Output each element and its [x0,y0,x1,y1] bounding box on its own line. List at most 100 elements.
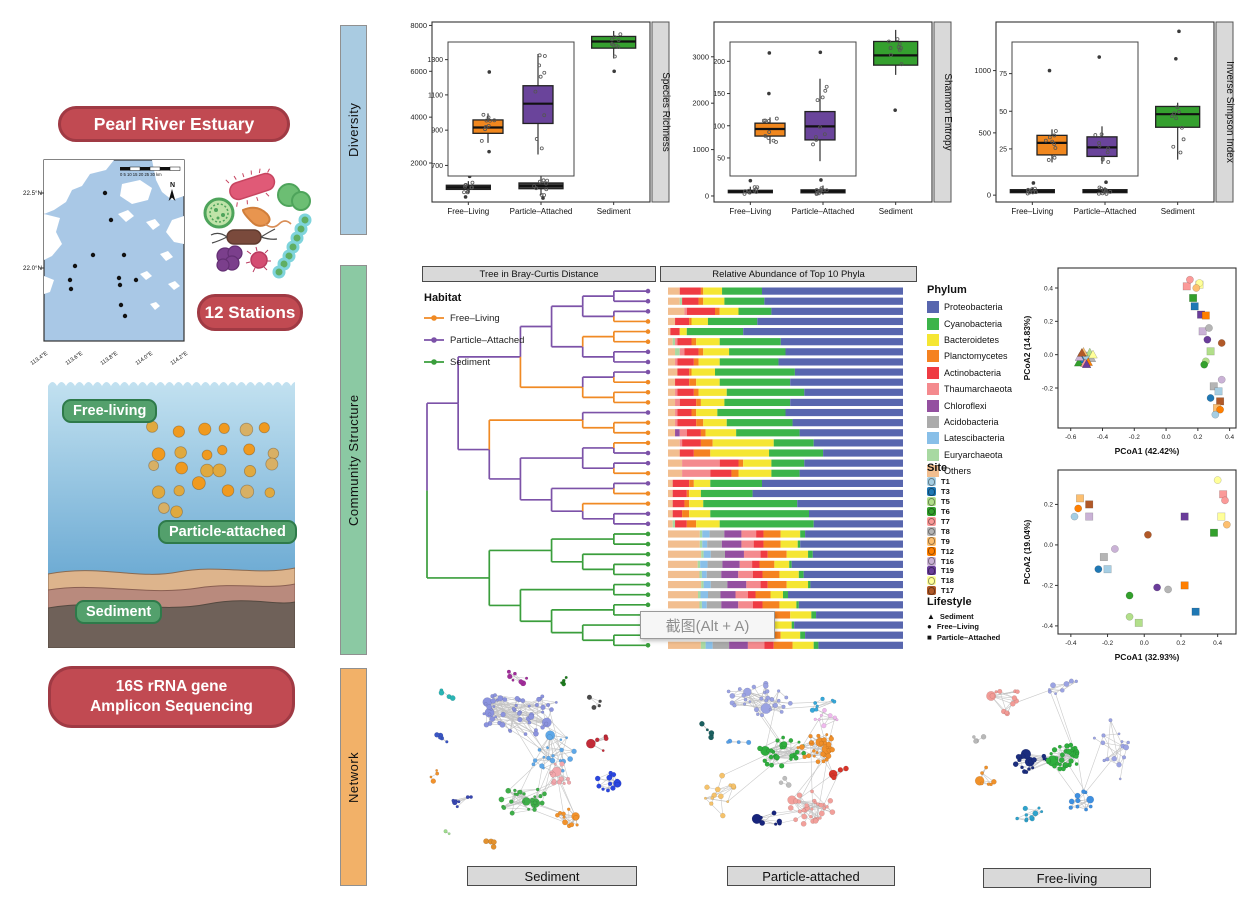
network-particle-attached [699,681,849,827]
svg-text:0.2: 0.2 [1044,502,1053,509]
svg-text:PCoA1 (42.42%): PCoA1 (42.42%) [1115,446,1180,456]
svg-text:-0.4: -0.4 [1097,434,1109,441]
svg-text:PCoA2 (19.04%): PCoA2 (19.04%) [1022,519,1032,584]
svg-text:1100: 1100 [428,92,443,99]
habitat-legend: Habitat Free–Living Particle–Attached Sedi… [424,292,524,373]
svg-text:0.0: 0.0 [1140,640,1149,647]
network-label-particle-attached: Particle-attached [727,866,895,886]
lifestyle-legend-item-2: ■ Particle–Attached [927,632,1001,642]
phylum-legend-item-Acidobacteria: Acidobacteria [927,414,1012,430]
svg-text:700: 700 [431,163,443,170]
site-legend-item-T7: T7 [927,517,954,527]
station-dots [67,190,139,319]
phylum-legend-item-Bacteroidetes: Bacteroidetes [927,332,1012,348]
phylum-legend-item-Proteobacteria: Proteobacteria [927,299,1012,315]
svg-text:22.5°N: 22.5°N [23,190,42,197]
bars-panel-header: Relative Abundance of Top 10 Phyla [660,266,917,282]
svg-text:Inverse Simpson Index: Inverse Simpson Index [1224,61,1235,163]
svg-text:0.2: 0.2 [1193,434,1202,441]
microbe-chain [272,213,312,279]
network-sediment [429,669,622,850]
network-label-sediment: Sediment [467,866,637,886]
map-lon-labels: 113.4°E 113.6°E 113.8°E 114.0°E 114.2°E [30,351,190,367]
boxplot-panel-2: 0 500 1000 Free–Living Particle–Attached Sedi… [974,21,1235,216]
svg-text:114.0°E: 114.0°E [135,351,155,367]
svg-text:2000: 2000 [410,159,427,168]
svg-text:500: 500 [978,128,991,137]
svg-text:6000: 6000 [410,67,427,76]
svg-text:50: 50 [717,155,725,162]
svg-text:0.4: 0.4 [1225,434,1234,441]
svg-text:113.6°E: 113.6°E [65,351,85,367]
svg-text:0: 0 [987,191,991,200]
svg-text:PCoA2 (14.83%): PCoA2 (14.83%) [1022,315,1032,380]
sediment-label: Sediment [75,600,163,624]
habitat-legend-item-1: Particle–Attached [424,329,524,351]
svg-text:22.0°N: 22.0°N [23,265,42,272]
habitat-legend-item-2: Sediment [424,351,524,373]
lifestyle-legend-item-0: ▲ Sediment [927,611,974,621]
estuary-label: Pearl River Estuary [58,106,290,142]
svg-text:Sediment: Sediment [879,207,914,216]
site-legend-title: Site [927,462,948,474]
phylum-legend-item-Chloroflexi: Chloroflexi [927,397,1012,413]
map-canvas: 0 5 10 15 20 25 30 km N 22.5°N 22.0°N 11… [23,159,190,367]
svg-text:1300: 1300 [427,57,443,64]
station-map: 0 5 10 15 20 25 30 km N 22.5°N 22.0°N 11… [2,156,197,376]
sequencing-line1: 16S rRNA gene [115,677,228,695]
svg-text:0.4: 0.4 [1044,285,1053,292]
boxplot-panel-1: 0 1000 2000 3000 Free–Living Particle–Attache… [692,21,953,216]
svg-text:Particle–Attached: Particle–Attached [792,207,855,216]
phylum-legend-item-Latescibacteria: Latescibacteria [927,430,1012,446]
stations-label: 12 Stations [197,294,303,331]
site-legend-item-T3: T3 [927,487,954,497]
site-legend: Site T1 T3 T5 T6 T7 T8 T9 T12 T16 T19 T18 T17 [927,462,954,596]
sequencing-line2: Amplicon Sequencing [90,698,253,715]
estuary-label-text: Pearl River Estuary [93,113,255,134]
svg-text:1000: 1000 [692,145,709,154]
svg-text:25: 25 [999,146,1007,153]
phylum-legend-item-Thaumarchaeota: Thaumarchaeota [927,381,1012,397]
map-lat-labels: 22.5°N 22.0°N [23,190,44,272]
svg-text:-0.2: -0.2 [1129,434,1141,441]
site-legend-item-T12: T12 [927,546,954,556]
svg-text:2000: 2000 [692,99,709,108]
svg-text:0 5 10 15 20 25 30 km: 0 5 10 15 20 25 30 km [120,172,162,177]
svg-text:200: 200 [713,59,725,66]
screenshot-tooltip: 截图(Alt + A) [640,611,775,639]
lifestyle-legend-item-1: ● Free–Living [927,622,979,632]
svg-text:Particle–Attached: Particle–Attached [510,207,573,216]
microbes-illustration [197,168,313,285]
phylum-legend-title: Phylum [927,284,967,296]
svg-text:100: 100 [713,123,725,130]
scale-bar-icon: 0 5 10 15 20 25 30 km [120,166,181,177]
particle-dots [146,420,280,519]
svg-text:PCoA1 (32.93%): PCoA1 (32.93%) [1115,652,1180,662]
svg-text:-0.4: -0.4 [1065,640,1077,647]
bray-curtis-dendrogram [426,288,651,648]
svg-text:Species Richness: Species Richness [660,72,671,151]
boxplot-panel-0: 2000 4000 6000 8000 Free–Living Particle–Atta… [410,21,671,216]
svg-text:113.8°E: 113.8°E [100,351,120,367]
svg-text:0.0: 0.0 [1162,434,1171,441]
site-legend-item-T17: T17 [927,586,954,596]
free-living-label: Free-living [62,399,158,423]
pcoa-plot-all: -0.6 -0.4 -0.2 0.0 0.2 0.4 -0.2 0.0 0.2 0.4 PCoA1 … [1022,267,1237,456]
svg-text:Free–Living: Free–Living [447,207,489,216]
svg-text:0.0: 0.0 [1044,542,1053,549]
svg-text:0: 0 [705,191,709,200]
svg-text:1000: 1000 [974,66,991,75]
svg-text:Sediment: Sediment [597,207,632,216]
svg-text:150: 150 [713,91,725,98]
svg-text:0.2: 0.2 [1176,640,1185,647]
svg-text:3000: 3000 [692,52,709,61]
phylum-legend-item-Planctomycetes: Planctomycetes [927,348,1012,364]
lifestyle-legend: Lifestyle ▲ Sediment ● Free–Living ■ Particle… [927,596,1000,643]
phylum-legend-item-Actinobacteria: Actinobacteria [927,365,1012,381]
svg-text:0.2: 0.2 [1044,319,1053,326]
particle-attached-label: Particle-attached [158,520,297,544]
map-land [44,160,184,310]
network-label-free-living: Free-living [983,868,1151,888]
pcoa-plot-water: -0.4 -0.2 0.0 0.2 0.4 -0.4 -0.2 0.0 0.2 PCoA1 (32… [1022,469,1237,662]
site-legend-item-T1: T1 [927,477,954,487]
